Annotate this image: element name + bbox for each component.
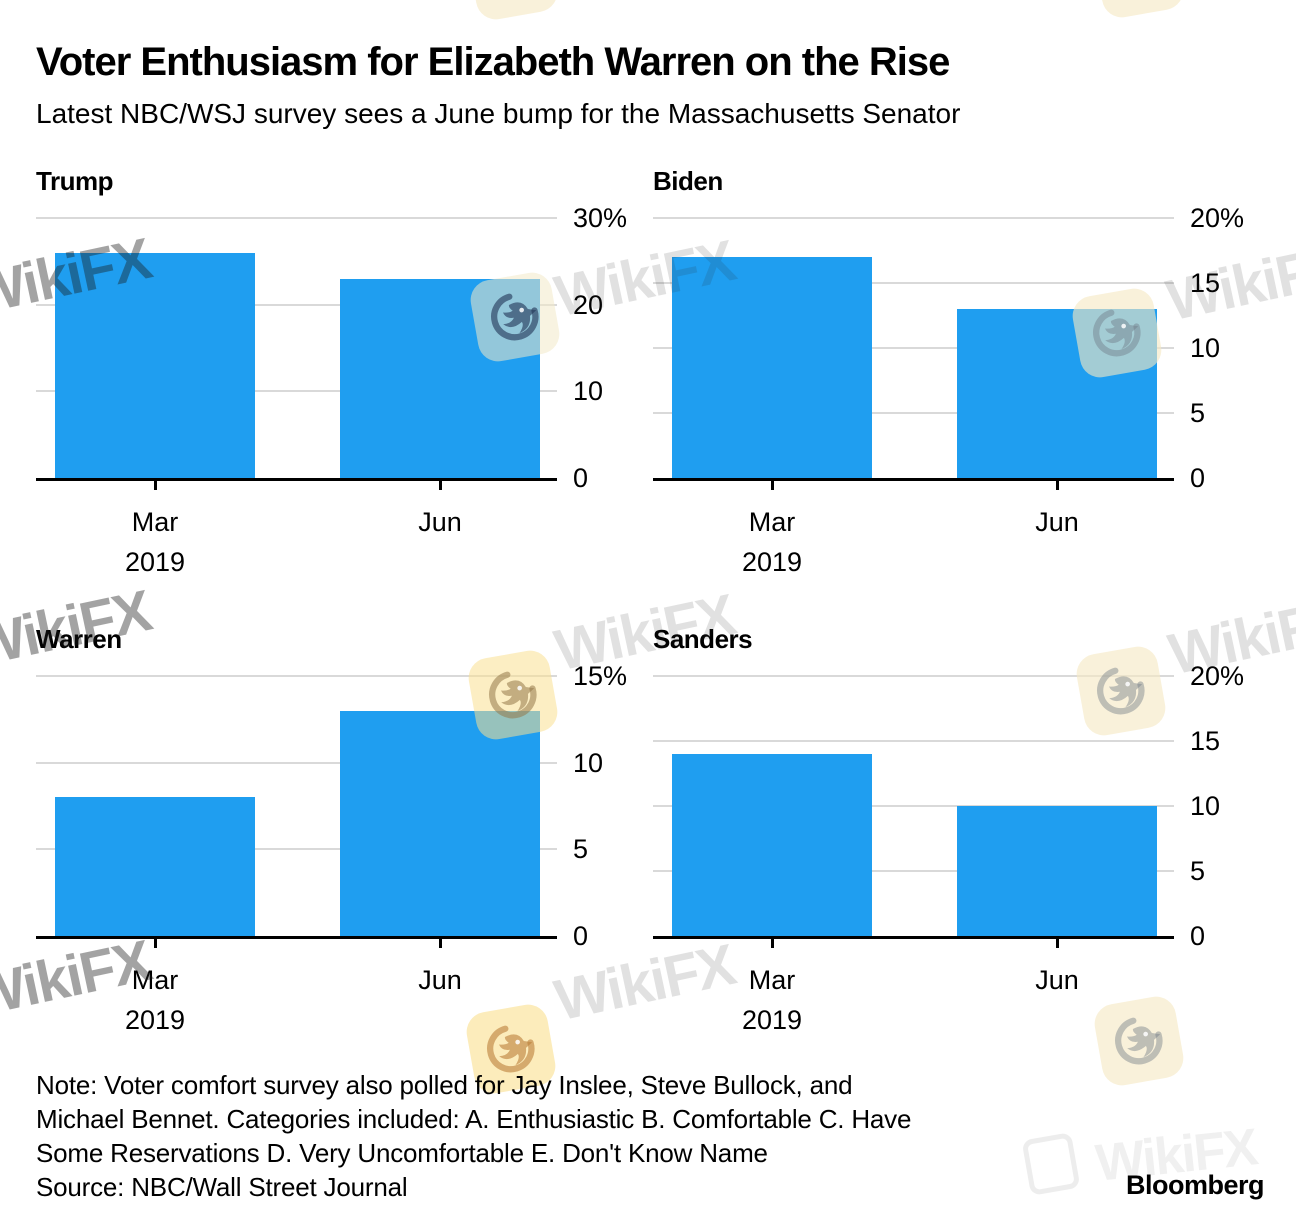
wikifx-logo-watermark xyxy=(1091,0,1187,21)
y-tick-label: 0 xyxy=(1190,921,1206,951)
y-tick-label: 0 xyxy=(1190,463,1206,493)
bar-warren-mar xyxy=(55,797,255,936)
footer: Note: Voter comfort survey also polled f… xyxy=(36,1068,911,1204)
x-axis-baseline xyxy=(36,936,557,939)
gridline xyxy=(653,217,1174,219)
x-year-label: 2019 xyxy=(741,1005,803,1035)
x-category-label: Jun xyxy=(1035,507,1079,537)
chart-panel-warren: Warren 15% 10 5 0 Mar 2019 Jun xyxy=(0,618,670,1076)
x-axis-label: Jun xyxy=(360,502,520,542)
x-category-label: Mar xyxy=(131,507,179,537)
x-axis-tick xyxy=(439,481,442,490)
y-tick-label: 10 xyxy=(573,747,604,778)
x-year-label: 2019 xyxy=(124,1005,186,1035)
wikifx-eagle-icon xyxy=(480,0,546,8)
wikifx-eagle-icon xyxy=(1106,0,1172,6)
x-axis-tick xyxy=(1056,939,1059,948)
x-category-label: Mar xyxy=(748,507,796,537)
y-tick-label: 10 xyxy=(573,376,604,407)
x-axis-label: Mar 2019 xyxy=(692,960,852,1040)
y-tick-label: 10 xyxy=(1190,791,1221,821)
y-tick-label: 20% xyxy=(1190,203,1245,233)
gridline xyxy=(36,390,557,393)
gridline xyxy=(653,675,1174,677)
x-axis-tick xyxy=(771,481,774,490)
x-axis-label: Mar 2019 xyxy=(75,502,235,582)
bar-trump-mar xyxy=(55,252,255,478)
x-category-label: Mar xyxy=(131,965,179,995)
x-axis-baseline xyxy=(653,936,1174,939)
x-category-label: Jun xyxy=(418,965,462,995)
bar-warren-jun xyxy=(340,710,540,936)
bloomberg-logo: Bloomberg xyxy=(1126,1170,1265,1200)
gridline xyxy=(653,740,1174,742)
chart-title-biden: Biden xyxy=(653,166,723,196)
y-tick-label: 5 xyxy=(1190,856,1206,886)
footer-note-line: Some Reservations D. Very Uncomfortable … xyxy=(36,1138,768,1168)
footer-source: Source: NBC/Wall Street Journal xyxy=(36,1172,408,1202)
x-axis-label: Jun xyxy=(360,960,520,1000)
gridline xyxy=(653,347,1174,349)
x-axis-label: Mar 2019 xyxy=(75,960,235,1040)
bar-sanders-jun xyxy=(957,806,1157,936)
bar-trump-jun xyxy=(340,278,540,478)
x-axis-tick xyxy=(439,939,442,948)
y-tick-label: 0 xyxy=(573,921,589,951)
gridline xyxy=(653,805,1174,807)
y-tick-label: 15 xyxy=(1190,268,1221,298)
page-subtitle: Latest NBC/WSJ survey sees a June bump f… xyxy=(36,98,961,129)
y-tick-label: 20% xyxy=(1190,661,1245,691)
gridline xyxy=(653,412,1174,414)
chart-title-warren: Warren xyxy=(36,624,122,654)
y-tick-label: 5 xyxy=(573,834,589,865)
x-axis-tick xyxy=(771,939,774,948)
gridline xyxy=(36,217,557,219)
x-category-label: Jun xyxy=(1035,965,1079,995)
y-tick-label: 0 xyxy=(573,463,589,493)
gridline xyxy=(653,282,1174,284)
chart-panel-trump: Trump 30% 20 10 0 Mar 2019 Jun xyxy=(0,160,670,618)
y-tick-label: 20 xyxy=(573,289,604,320)
x-axis-label: Jun xyxy=(977,960,1137,1000)
chart-title-trump: Trump xyxy=(36,166,113,196)
chart-panel-biden: Biden 20% 15 10 5 0 Mar 2019 Jun xyxy=(617,160,1287,618)
chart-panel-sanders: Sanders 20% 15 10 5 0 Mar 2019 Jun xyxy=(617,618,1287,1076)
y-tick-label: 15% xyxy=(573,661,628,691)
gridline xyxy=(36,303,557,306)
y-tick-label: 30% xyxy=(573,203,628,233)
x-year-label: 2019 xyxy=(741,547,803,577)
footer-note-line: Note: Voter comfort survey also polled f… xyxy=(36,1070,853,1100)
gridline xyxy=(653,870,1174,872)
x-category-label: Mar xyxy=(748,965,796,995)
x-axis-label: Jun xyxy=(977,502,1137,542)
gridline xyxy=(36,761,557,764)
bar-biden-jun xyxy=(957,309,1157,478)
bar-sanders-mar xyxy=(672,754,872,936)
x-axis-baseline xyxy=(36,478,557,481)
y-tick-label: 15 xyxy=(1190,726,1221,756)
gridline xyxy=(36,675,557,677)
x-axis-baseline xyxy=(653,478,1174,481)
x-category-label: Jun xyxy=(418,507,462,537)
wikifx-logo-watermark xyxy=(465,0,561,23)
x-axis-tick xyxy=(154,939,157,948)
x-axis-tick xyxy=(1056,481,1059,490)
wikifx-logo-watermark xyxy=(1021,1132,1081,1196)
x-axis-label: Mar 2019 xyxy=(692,502,852,582)
footer-note-line: Michael Bennet. Categories included: A. … xyxy=(36,1104,912,1134)
x-year-label: 2019 xyxy=(124,547,186,577)
gridline xyxy=(36,848,557,851)
page-title: Voter Enthusiasm for Elizabeth Warren on… xyxy=(36,40,950,84)
chart-title-sanders: Sanders xyxy=(653,624,753,654)
x-axis-tick xyxy=(154,481,157,490)
y-tick-label: 10 xyxy=(1190,333,1221,363)
bar-biden-mar xyxy=(672,257,872,478)
y-tick-label: 5 xyxy=(1190,398,1206,428)
